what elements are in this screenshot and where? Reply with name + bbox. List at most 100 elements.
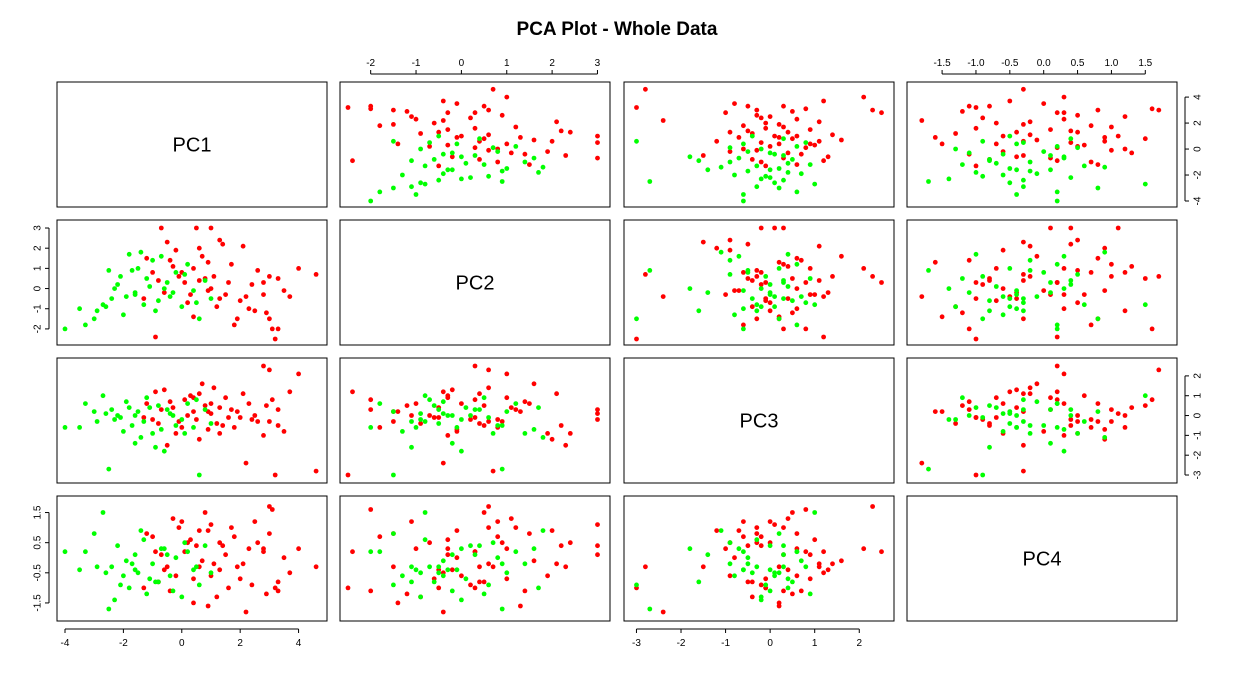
data-point <box>1041 270 1047 275</box>
data-point <box>449 167 455 173</box>
data-point <box>1054 261 1060 267</box>
data-point <box>164 564 170 570</box>
data-point <box>296 266 301 271</box>
data-point <box>468 175 473 181</box>
data-point <box>1061 306 1067 312</box>
data-point <box>237 298 243 304</box>
data-point <box>966 290 972 295</box>
data-point <box>1088 425 1094 430</box>
data-point <box>261 280 266 285</box>
data-point <box>199 381 205 387</box>
data-point <box>150 561 156 567</box>
data-point <box>243 294 249 299</box>
data-point <box>1014 296 1019 301</box>
data-point <box>767 519 773 524</box>
data-point <box>83 401 88 406</box>
tick-label: 0 <box>1193 146 1204 152</box>
data-point <box>132 440 138 446</box>
data-point <box>643 564 648 570</box>
data-point <box>167 257 173 263</box>
data-point <box>1014 292 1019 297</box>
data-point <box>870 504 875 509</box>
data-point <box>445 413 451 418</box>
data-point <box>226 280 231 285</box>
data-point <box>418 594 423 600</box>
data-point <box>696 308 702 314</box>
data-point <box>554 391 559 397</box>
data-point <box>153 389 158 395</box>
data-point <box>144 255 150 261</box>
data-point <box>758 270 764 275</box>
data-point <box>987 158 992 164</box>
data-point <box>395 600 401 606</box>
data-point <box>741 322 746 328</box>
data-point <box>440 573 446 579</box>
data-point <box>153 308 158 314</box>
data-point <box>1021 272 1026 277</box>
data-point <box>953 146 958 152</box>
data-point <box>459 154 464 160</box>
data-point <box>966 150 972 156</box>
data-point <box>781 124 786 130</box>
y-axis-right-pc1: -4 -2 0 2 4 <box>1184 94 1204 205</box>
data-point <box>477 421 482 426</box>
data-point <box>427 564 432 570</box>
data-point <box>220 241 226 247</box>
data-point <box>966 103 972 109</box>
panel-frame <box>56 495 328 622</box>
data-point <box>861 266 867 271</box>
data-point <box>785 264 791 269</box>
data-point <box>252 519 258 524</box>
data-point <box>736 253 742 259</box>
data-point <box>132 292 138 297</box>
panel-pc3-vs-pc3: PC3 <box>623 357 895 484</box>
data-point <box>763 576 769 582</box>
data-point <box>794 261 800 267</box>
data-point <box>472 585 478 591</box>
data-point <box>714 245 720 251</box>
data-point <box>754 107 760 113</box>
data-point <box>772 294 777 299</box>
tick-label: 0 <box>1193 412 1204 418</box>
data-point <box>422 510 428 515</box>
data-point <box>776 603 782 609</box>
data-point <box>481 591 487 597</box>
panel-pc3-vs-pc2 <box>339 357 611 484</box>
data-point <box>781 326 786 332</box>
tick-label: -1 <box>412 58 421 69</box>
data-point <box>141 537 147 543</box>
data-point <box>391 138 396 144</box>
data-point <box>185 401 191 406</box>
data-point <box>208 296 214 301</box>
data-point <box>459 546 464 552</box>
data-point <box>781 564 786 570</box>
tick-label: -1.5 <box>33 594 44 612</box>
data-point <box>803 106 809 112</box>
data-point <box>391 531 396 536</box>
data-point <box>246 306 252 312</box>
data-point <box>164 552 170 558</box>
data-point <box>1095 419 1101 424</box>
data-point <box>194 397 199 403</box>
data-point <box>723 546 728 552</box>
data-point <box>246 401 252 406</box>
data-point <box>776 259 782 265</box>
data-point <box>173 247 179 253</box>
data-point <box>754 308 760 314</box>
data-point <box>481 136 487 142</box>
data-point <box>472 110 478 116</box>
data-point <box>391 419 396 424</box>
panel-frame <box>56 219 328 346</box>
data-point <box>205 427 211 432</box>
data-point <box>1122 413 1128 418</box>
data-point <box>490 431 496 436</box>
data-point <box>1054 397 1060 403</box>
data-point <box>803 300 809 306</box>
data-point <box>1068 136 1074 142</box>
data-point <box>785 150 791 156</box>
data-point <box>267 316 272 322</box>
tick-label: -3 <box>1193 470 1204 479</box>
data-point <box>141 415 147 420</box>
data-point <box>1054 280 1060 285</box>
